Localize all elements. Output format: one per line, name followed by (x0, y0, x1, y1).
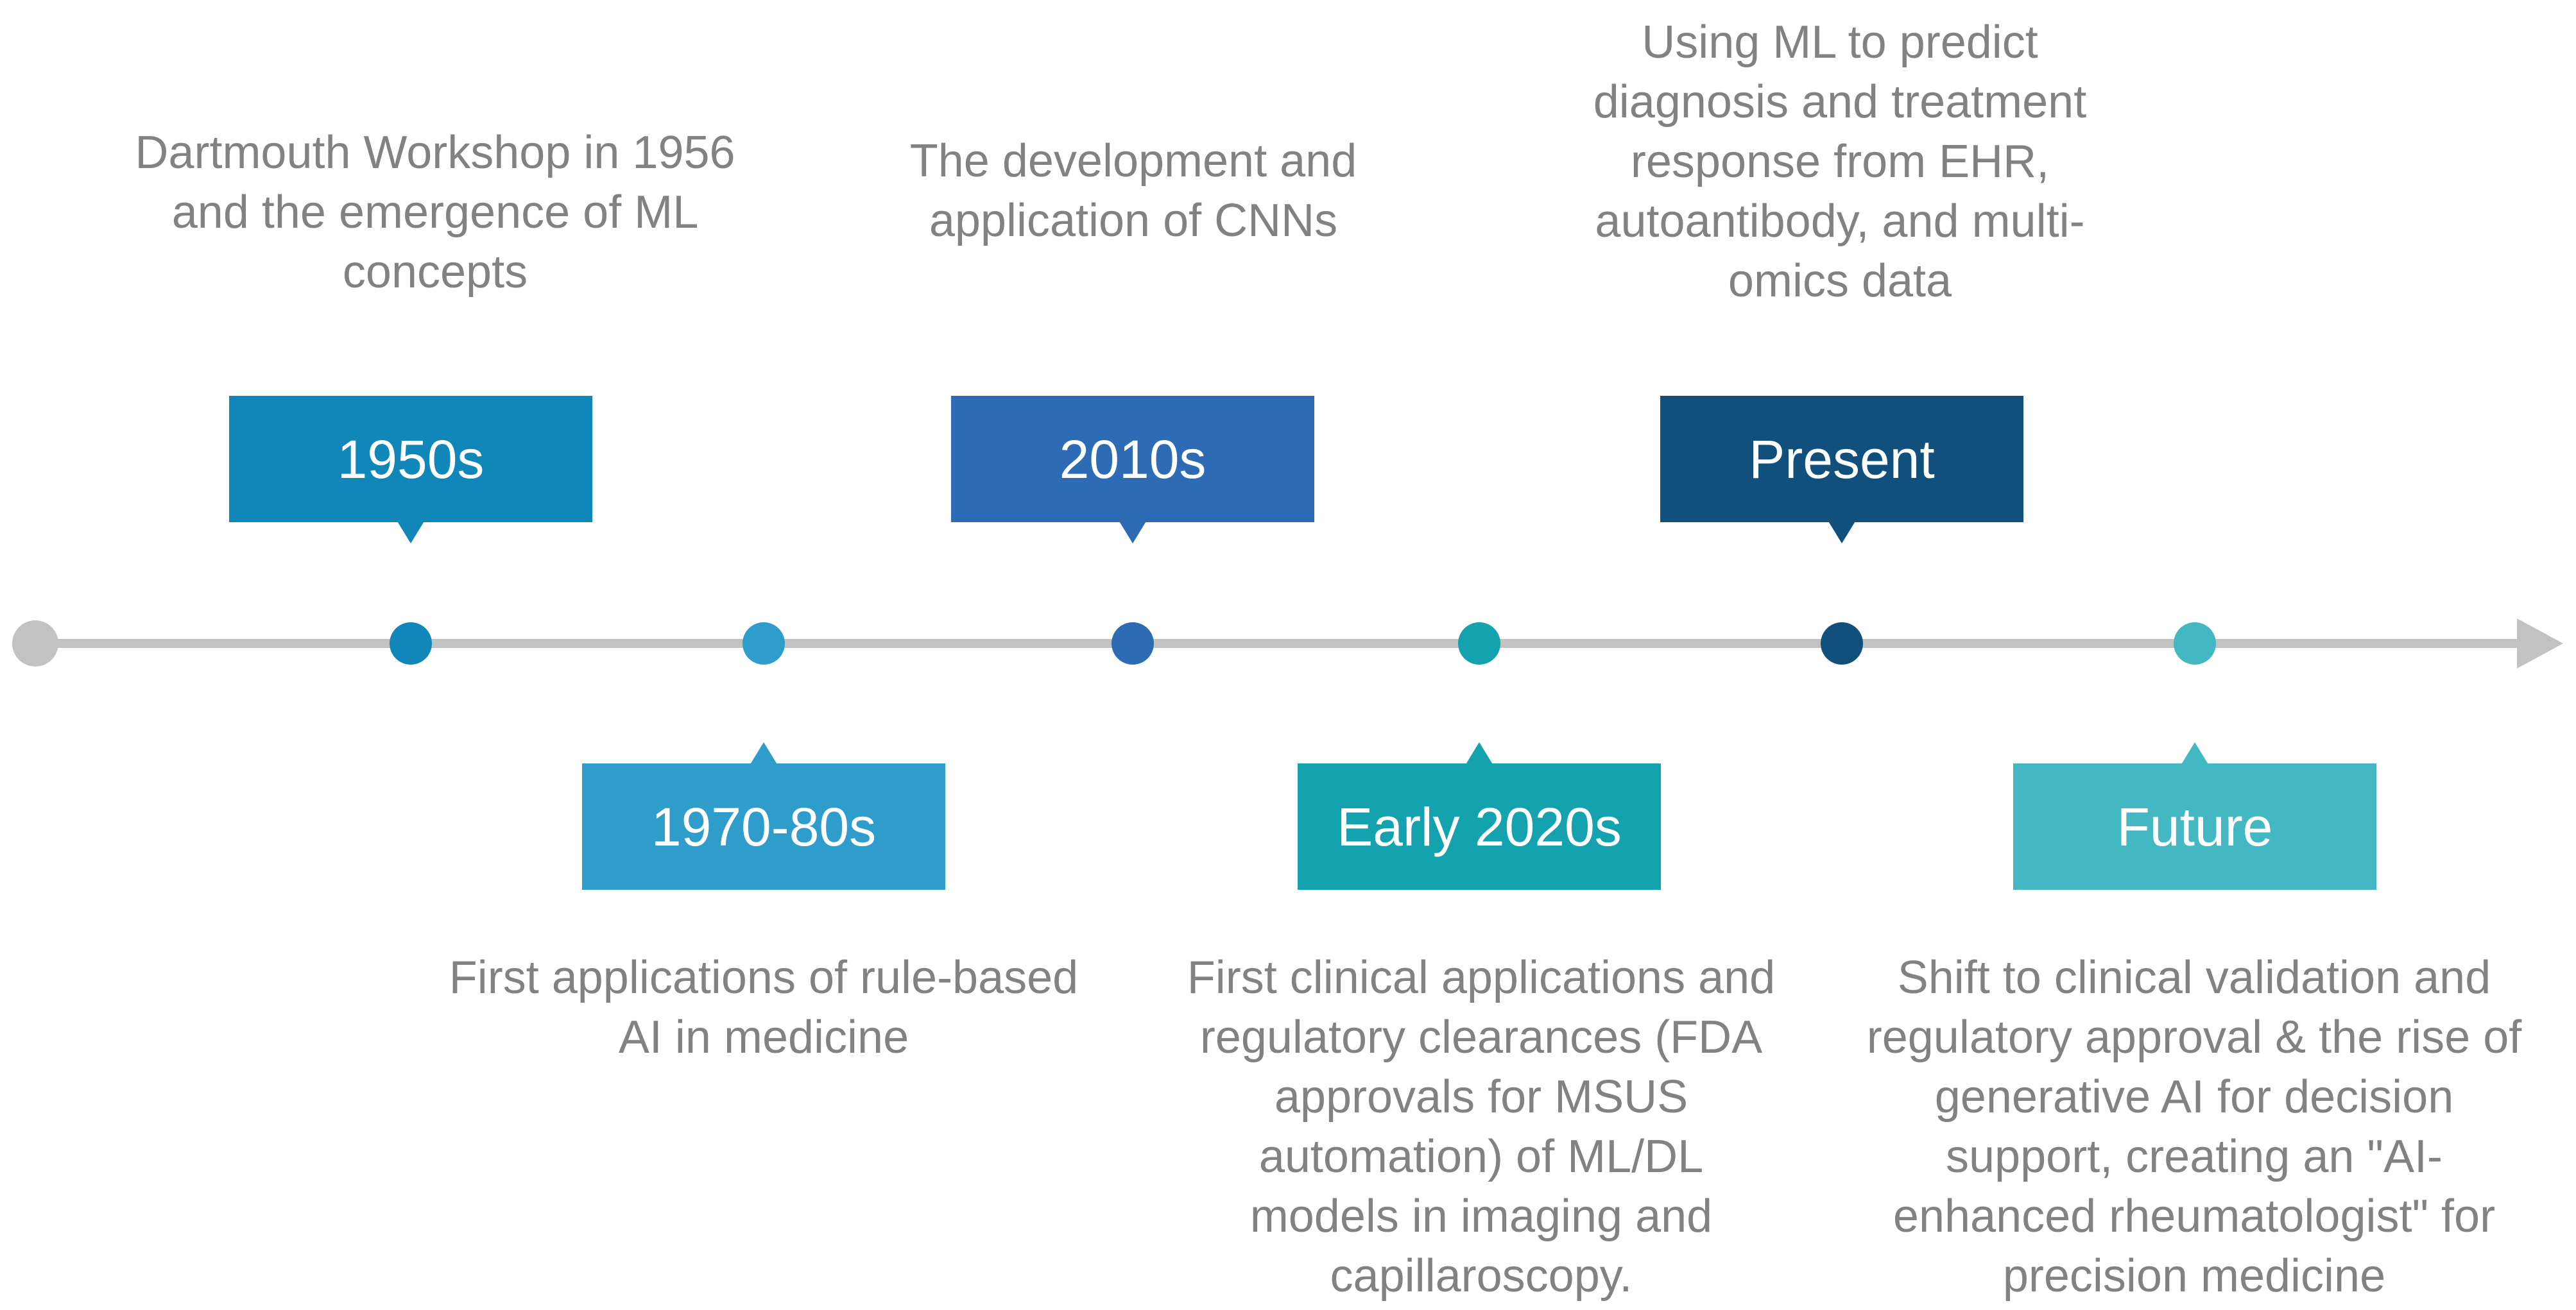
timeline-dot-present (1821, 622, 1863, 665)
description-future: Shift to clinical validation and regulat… (1866, 952, 2522, 1302)
timeline-arrow-icon (2517, 618, 2563, 668)
description-early-2020s: First clinical applications and regulato… (1187, 952, 1776, 1302)
era-label-2010s: 2010s (1059, 429, 1206, 489)
description-1950s: Dartmouth Workshop in 1956 and the emerg… (135, 127, 735, 298)
era-box-pointer-future (2181, 742, 2209, 765)
timeline-dot-future (2174, 622, 2216, 665)
timeline-dot-2010s (1112, 622, 1154, 665)
era-label-1950s: 1950s (337, 429, 485, 489)
era-box-1970-80s: 1970-80s (582, 763, 945, 890)
era-label-future: Future (2117, 796, 2273, 857)
timeline-dot-1950s (390, 622, 432, 665)
era-box-future: Future (2013, 763, 2376, 890)
era-box-present: Present (1660, 396, 2023, 522)
timeline-start-dot (12, 620, 58, 667)
era-box-pointer-1970-80s (750, 742, 778, 765)
description-2010s: The development and application of CNNs (909, 135, 1357, 246)
era-label-1970-80s: 1970-80s (651, 796, 877, 857)
timeline-dot-1970-80s (743, 622, 785, 665)
description-1970-80s: First applications of rule-based AI in m… (449, 952, 1079, 1063)
era-box-1950s: 1950s (229, 396, 592, 522)
era-box-pointer-1950s (397, 520, 425, 543)
era-label-present: Present (1749, 429, 1935, 489)
era-box-early-2020s: Early 2020s (1298, 763, 1661, 890)
description-present: Using ML to predict diagnosis and treatm… (1593, 17, 2087, 307)
timeline-line (26, 639, 2522, 648)
era-label-early-2020s: Early 2020s (1337, 796, 1622, 857)
era-box-2010s: 2010s (951, 396, 1314, 522)
era-box-pointer-present (1828, 520, 1856, 543)
era-box-pointer-early-2020s (1465, 742, 1493, 765)
timeline-dot-early-2020s (1458, 622, 1500, 665)
era-box-pointer-2010s (1119, 520, 1147, 543)
